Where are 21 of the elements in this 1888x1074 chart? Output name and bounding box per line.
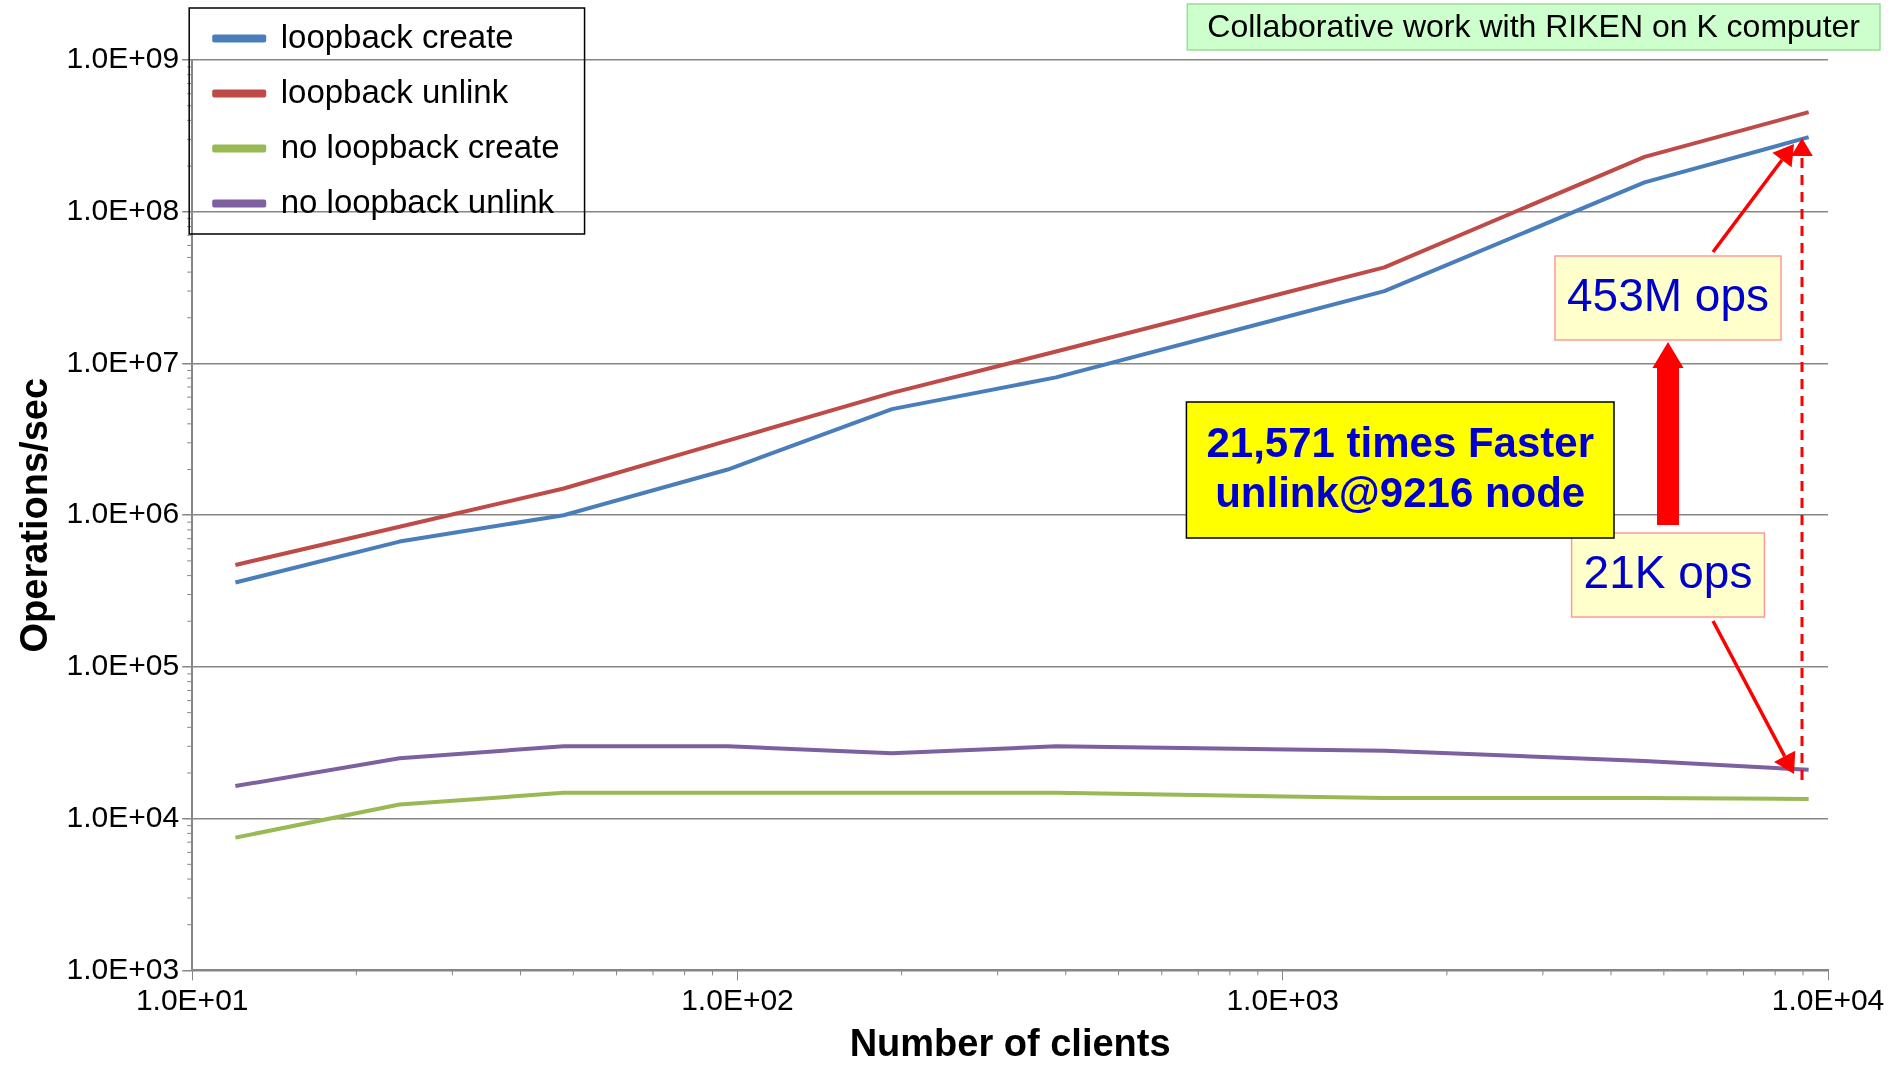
y-tick-label: 1.0E+04 [66,799,180,833]
annotation: 21K ops [1583,545,1753,598]
annotation: 453M ops [1566,268,1770,321]
y-tick-label: 1.0E+07 [66,344,180,378]
legend-label: no loopback create [280,127,560,165]
y-tick-label: 1.0E+06 [66,496,180,530]
x-tick-label: 1.0E+02 [681,982,794,1016]
annotation: 21,571 times Faster unlink@9216 node [1206,418,1594,516]
y-tick-label: 1.0E+05 [66,648,180,682]
x-tick-label: 1.0E+04 [1771,982,1885,1016]
legend-label: loopback unlink [280,72,509,110]
legend-label: no loopback unlink [280,182,555,220]
x-axis-title: Number of clients [849,1021,1171,1064]
x-tick-label: 1.0E+03 [1226,982,1340,1016]
y-axis-title: Operations/sec [13,377,56,653]
legend-label: loopback create [280,17,514,55]
y-tick-label: 1.0E+09 [66,41,180,75]
x-tick-label: 1.0E+01 [135,982,249,1016]
y-tick-label: 1.0E+03 [66,951,180,985]
y-tick-label: 1.0E+08 [66,193,180,226]
text: Collaborative work with RIKEN on K computer [1207,7,1861,44]
